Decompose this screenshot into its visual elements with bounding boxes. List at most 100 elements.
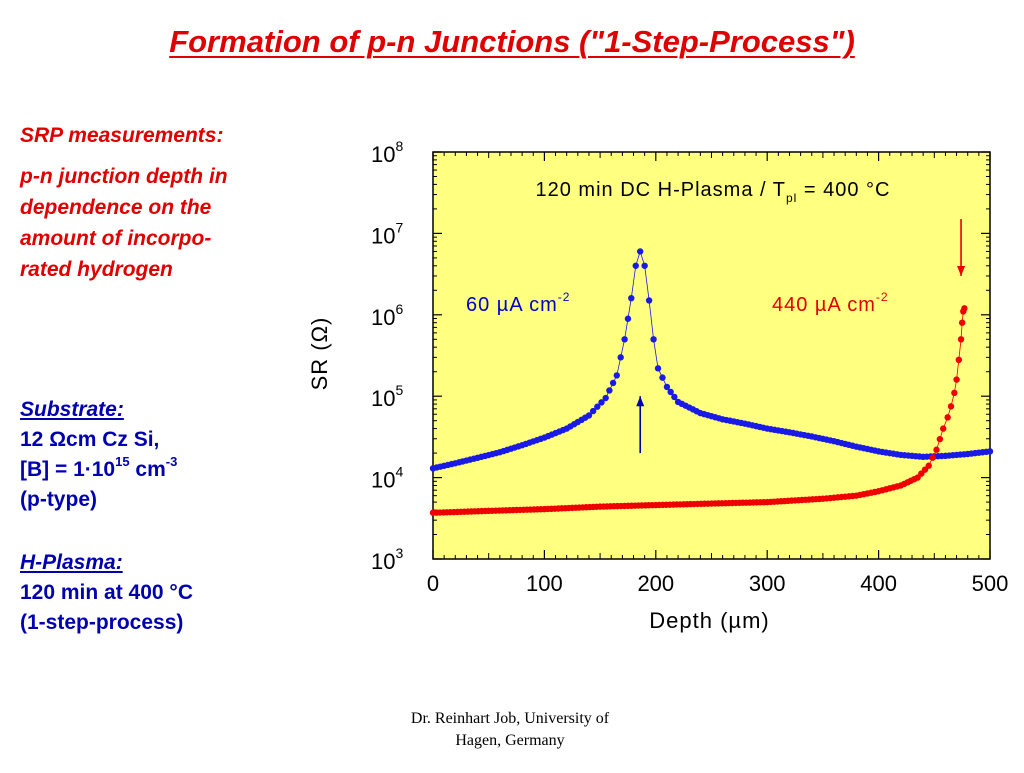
- y-tick-exponent: 3: [395, 545, 403, 561]
- x-tick-label: 0: [427, 571, 439, 596]
- y-tick-exponent: 8: [395, 138, 403, 154]
- data-point-series-2: [957, 336, 965, 343]
- y-tick-label: 104: [371, 464, 403, 493]
- data-point-series-2: [953, 376, 960, 383]
- data-point-series-1: [624, 315, 632, 322]
- data-point-series-1: [613, 372, 621, 379]
- y-tick-exponent: 4: [395, 464, 403, 480]
- boron-unit: cm: [129, 458, 166, 481]
- y-tick-base: 10: [371, 386, 395, 411]
- chart-title-main: 120 min DC H-Plasma / T: [536, 179, 786, 201]
- series-label-1: 60 µA cm-2: [466, 290, 570, 316]
- y-tick-label: 108: [371, 138, 403, 167]
- data-point-series-2: [951, 389, 958, 397]
- data-point-series-2: [933, 446, 940, 453]
- footer-line-2: Hagen, Germany: [455, 732, 565, 749]
- x-tick-label: 200: [637, 571, 674, 596]
- series-label-2: 440 µA cm-2: [772, 290, 889, 316]
- data-point-series-2: [958, 319, 966, 326]
- chart-title-subscript: pl: [786, 191, 797, 205]
- data-point-series-1: [637, 248, 644, 255]
- y-tick-label: 105: [371, 382, 403, 411]
- footer: Dr. Reinhart Job, University of Hagen, G…: [330, 708, 690, 752]
- plasma-block: H-Plasma: 120 min at 400 °C (1-step-proc…: [20, 548, 193, 638]
- data-point-series-1: [594, 403, 601, 410]
- boron-prefix: [B] = 1·10: [20, 458, 116, 481]
- data-point-series-1: [632, 262, 639, 269]
- data-point-series-1: [654, 365, 662, 372]
- y-tick-base: 10: [371, 223, 395, 248]
- data-point-series-1: [609, 379, 617, 387]
- data-point-series-2: [955, 356, 963, 364]
- y-tick-base: 10: [371, 549, 395, 574]
- y-tick-base: 10: [371, 142, 395, 167]
- chart-title-suffix: = 400 °C: [797, 179, 890, 201]
- y-axis-label: SR (Ω): [307, 317, 332, 391]
- data-point-series-2: [947, 403, 955, 410]
- chart-title: 120 min DC H-Plasma / Tpl = 400 °C: [536, 179, 891, 205]
- y-tick-label: 103: [371, 545, 403, 574]
- data-point-series-1: [589, 407, 597, 415]
- annotation-arrow-head-2: [957, 265, 966, 276]
- data-point-series-1: [659, 374, 666, 381]
- data-point-series-1: [986, 448, 994, 455]
- boron-exponent: 15: [115, 454, 130, 469]
- data-point-series-1: [585, 412, 593, 419]
- data-point-series-1: [628, 294, 635, 302]
- substrate-heading: Substrate:: [20, 398, 124, 421]
- substrate-line-2: [B] = 1·1015 cm-3: [20, 455, 177, 485]
- data-point-series-2: [944, 414, 951, 421]
- data-point-series-1: [641, 262, 648, 269]
- series-label-2-text: 440 µA cm: [772, 294, 876, 316]
- data-point-series-2: [936, 435, 944, 443]
- data-point-series-1: [645, 297, 653, 304]
- series-label-2-exponent: -2: [876, 290, 889, 304]
- substrate-block: Substrate: 12 Ωcm Cz Si, [B] = 1·1015 cm…: [20, 395, 177, 515]
- data-point-series-2: [961, 305, 968, 312]
- annotation-arrow-head-1: [636, 396, 645, 407]
- y-tick-label: 107: [371, 219, 403, 248]
- y-tick-base: 10: [371, 468, 395, 493]
- y-tick-exponent: 6: [395, 301, 403, 317]
- plasma-line-1: 120 min at 400 °C: [20, 581, 193, 604]
- y-tick-exponent: 7: [395, 219, 403, 235]
- data-point-series-1: [606, 387, 613, 394]
- boron-unit-exponent: -3: [165, 454, 178, 469]
- data-point-series-1: [617, 354, 624, 361]
- substrate-line-1: 12 Ωcm Cz Si,: [20, 428, 160, 451]
- footer-line-1: Dr. Reinhart Job, University of: [410, 710, 610, 727]
- data-point-series-2: [925, 462, 932, 469]
- y-tick-exponent: 5: [395, 382, 403, 398]
- x-tick-label: 100: [526, 571, 563, 596]
- data-point-series-1: [598, 399, 605, 406]
- data-point-series-1: [671, 393, 678, 401]
- plot-area: [432, 151, 991, 560]
- substrate-line-3: (p-type): [20, 488, 97, 511]
- series-label-1-text: 60 µA cm: [466, 294, 558, 316]
- x-tick-label: 400: [860, 571, 897, 596]
- x-tick-label: 300: [749, 571, 786, 596]
- plasma-line-2: (1-step-process): [20, 611, 184, 634]
- series-label-1-exponent: -2: [558, 290, 571, 304]
- srp-line-3: amount of incorpo-: [20, 227, 212, 250]
- srp-heading: SRP measurements:: [20, 124, 224, 147]
- data-point-series-1: [650, 336, 657, 343]
- plasma-heading: H-Plasma:: [20, 551, 123, 574]
- data-point-series-1: [667, 388, 674, 396]
- x-axis-label: Depth (µm): [649, 608, 769, 633]
- srp-block: SRP measurements: p-n junction depth in …: [20, 120, 228, 285]
- data-point-series-1: [621, 336, 628, 343]
- y-tick-base: 10: [371, 305, 395, 330]
- y-tick-label: 106: [371, 301, 403, 330]
- slide-title: Formation of p-n Junctions ("1-Step-Proc…: [169, 24, 855, 59]
- data-point-series-2: [940, 425, 947, 432]
- data-point-series-1: [663, 383, 671, 391]
- data-point-series-2: [929, 454, 936, 461]
- srp-line-1: p-n junction depth in: [20, 165, 228, 188]
- srp-line-2: dependence on the: [20, 196, 212, 219]
- x-tick-label: 500: [972, 571, 1009, 596]
- data-point-series-1: [602, 394, 609, 402]
- srp-line-4: rated hydrogen: [20, 258, 173, 281]
